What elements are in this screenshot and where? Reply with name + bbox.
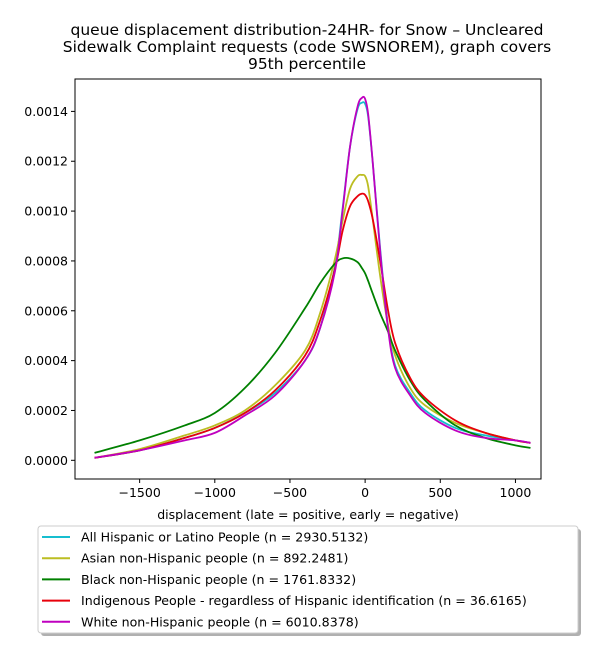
legend-box bbox=[37, 525, 579, 634]
chart-title-line-3: 95th percentile bbox=[248, 55, 366, 73]
legend-entry-3: Indigenous People - regardless of Hispan… bbox=[42, 593, 527, 608]
x-tick-label: −500 bbox=[273, 485, 307, 500]
legend-label-0: All Hispanic or Latino People (n = 2930.… bbox=[81, 530, 368, 545]
x-tick-label: −1500 bbox=[118, 485, 160, 500]
legend-label-4: White non-Hispanic people (n = 6010.8378… bbox=[81, 614, 359, 629]
series-line-1 bbox=[94, 173, 531, 459]
x-tick-label: 500 bbox=[428, 485, 452, 500]
legend-label-1: Asian non-Hispanic people (n = 892.2481) bbox=[81, 551, 348, 566]
x-tick-label: 0 bbox=[361, 485, 369, 500]
y-tick-label: 0.0010 bbox=[24, 204, 68, 219]
legend-entry-2: Black non-Hispanic people (n = 1761.8332… bbox=[42, 572, 356, 587]
series-line-2 bbox=[94, 256, 531, 454]
y-tick-label: 0.0008 bbox=[24, 253, 68, 268]
legend-label-3: Indigenous People - regardless of Hispan… bbox=[81, 593, 527, 608]
plot-lines bbox=[94, 95, 531, 459]
plot-frame bbox=[74, 78, 542, 480]
x-tick-label: 1000 bbox=[500, 485, 532, 500]
x-tick-label: −1000 bbox=[194, 485, 236, 500]
y-tick-label: 0.0014 bbox=[24, 104, 68, 119]
y-tick-label: 0.0000 bbox=[24, 453, 68, 468]
chart-title-line-2: Sidewalk Complaint requests (code SWSNOR… bbox=[63, 38, 551, 56]
legend-entry-0: All Hispanic or Latino People (n = 2930.… bbox=[42, 530, 368, 545]
chart-title-line-1: queue displacement distribution-24HR- fo… bbox=[71, 21, 544, 39]
y-tick-label: 0.0002 bbox=[24, 403, 68, 418]
x-axis-ticks: −1500 −1000 −500 0 500 1000 bbox=[118, 479, 531, 500]
legend-entry-1: Asian non-Hispanic people (n = 892.2481) bbox=[42, 551, 348, 566]
y-tick-label: 0.0012 bbox=[24, 154, 68, 169]
legend-entry-4: White non-Hispanic people (n = 6010.8378… bbox=[42, 614, 359, 629]
y-tick-label: 0.0006 bbox=[24, 303, 68, 318]
y-axis-ticks: 0.0000 0.0002 0.0004 0.0006 0.0008 0.0010 0.00… bbox=[24, 104, 75, 468]
x-axis-label: displacement (late = positive, early = n… bbox=[157, 507, 459, 522]
legend-label-2: Black non-Hispanic people (n = 1761.8332… bbox=[81, 572, 356, 587]
y-tick-label: 0.0004 bbox=[24, 353, 68, 368]
legend: All Hispanic or Latino People (n = 2930.… bbox=[37, 525, 581, 636]
series-line-4 bbox=[94, 95, 531, 459]
series-line-3 bbox=[94, 192, 531, 459]
chart-title: queue displacement distribution-24HR- fo… bbox=[63, 21, 551, 73]
legend-entries: All Hispanic or Latino People (n = 2930.… bbox=[42, 530, 527, 629]
